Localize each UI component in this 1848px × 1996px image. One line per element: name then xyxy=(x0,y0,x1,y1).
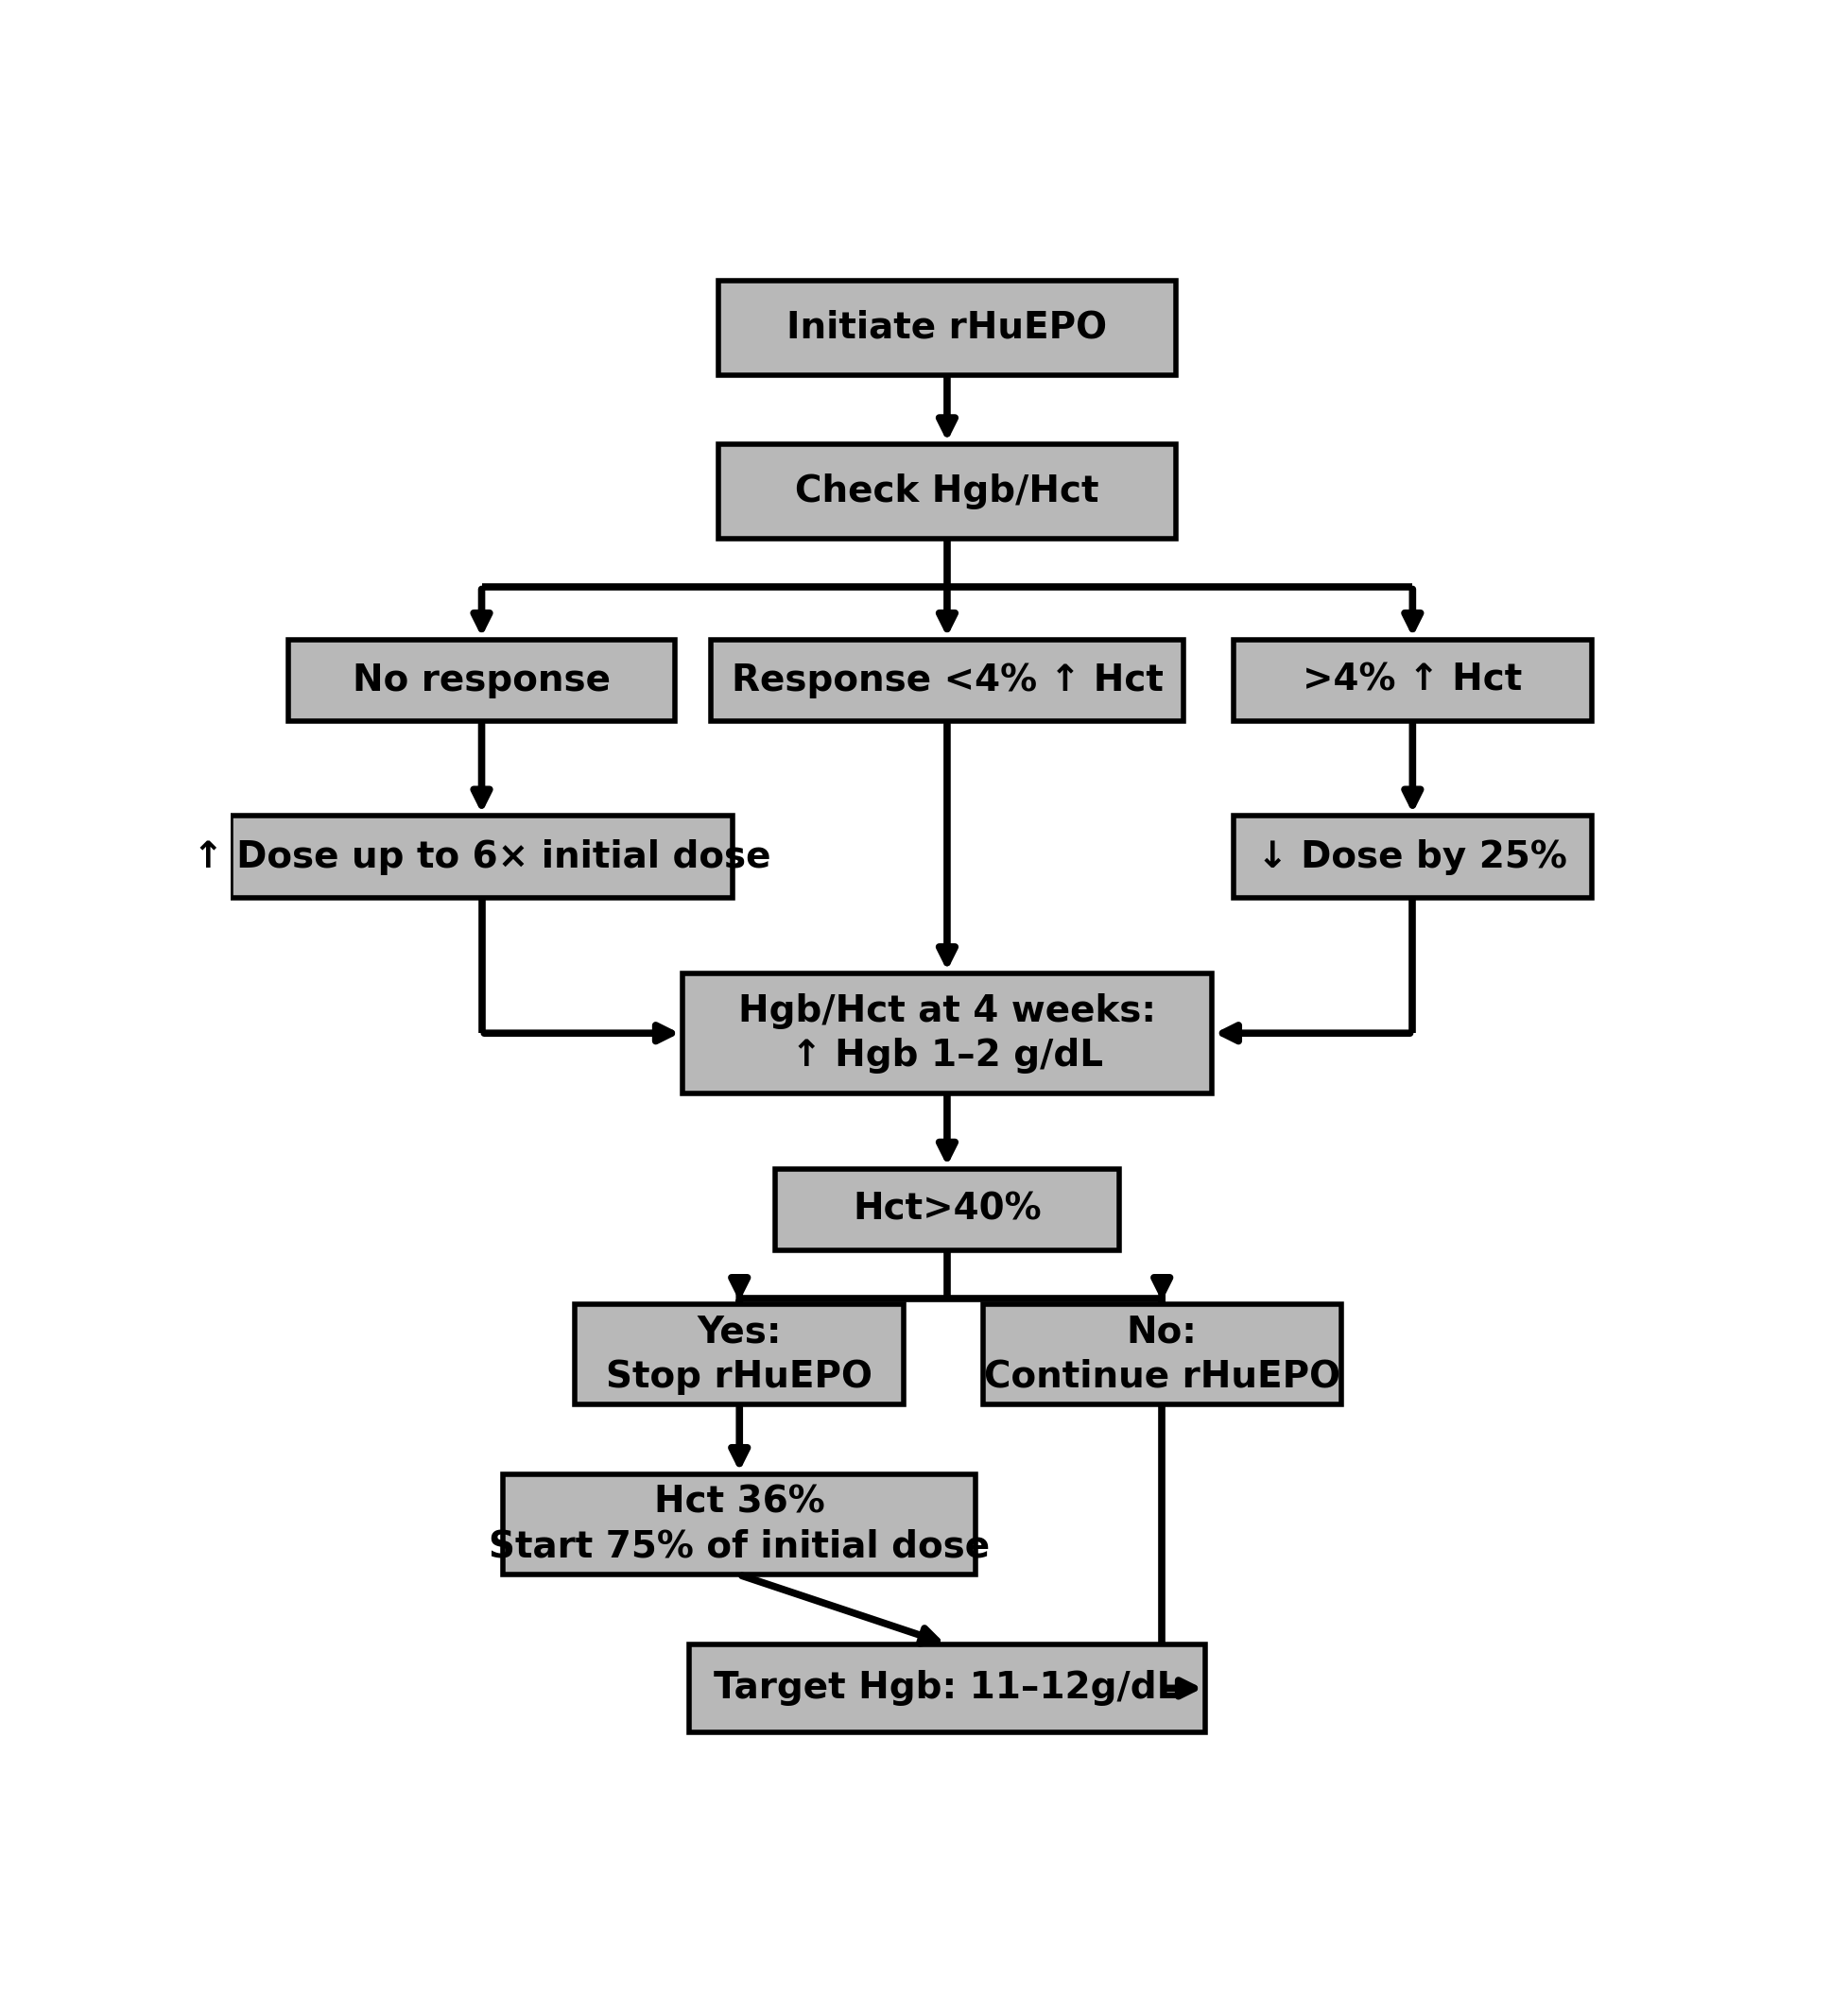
FancyBboxPatch shape xyxy=(1233,816,1591,898)
FancyBboxPatch shape xyxy=(575,1303,904,1405)
Text: Hct 36%
Start 75% of initial dose: Hct 36% Start 75% of initial dose xyxy=(490,1485,991,1565)
Text: Hct>40%: Hct>40% xyxy=(852,1192,1042,1228)
FancyBboxPatch shape xyxy=(717,445,1175,539)
Text: No:
Continue rHuEPO: No: Continue rHuEPO xyxy=(983,1313,1340,1395)
FancyBboxPatch shape xyxy=(231,816,732,898)
FancyBboxPatch shape xyxy=(711,639,1183,721)
Text: Hgb/Hct at 4 weeks:
↑ Hgb 1–2 g/dL: Hgb/Hct at 4 weeks: ↑ Hgb 1–2 g/dL xyxy=(737,992,1157,1074)
Text: Check Hgb/Hct: Check Hgb/Hct xyxy=(795,473,1100,509)
Text: Yes:
Stop rHuEPO: Yes: Stop rHuEPO xyxy=(606,1313,872,1395)
Text: Target Hgb: 11–12g/dL: Target Hgb: 11–12g/dL xyxy=(713,1671,1181,1707)
FancyBboxPatch shape xyxy=(717,281,1175,375)
Text: >4% ↑ Hct: >4% ↑ Hct xyxy=(1303,663,1523,699)
Text: Response <4% ↑ Hct: Response <4% ↑ Hct xyxy=(732,663,1162,699)
FancyBboxPatch shape xyxy=(776,1168,1118,1249)
Text: No response: No response xyxy=(353,663,610,699)
FancyBboxPatch shape xyxy=(689,1645,1205,1733)
FancyBboxPatch shape xyxy=(682,974,1212,1094)
FancyBboxPatch shape xyxy=(983,1303,1342,1405)
FancyBboxPatch shape xyxy=(288,639,675,721)
FancyBboxPatch shape xyxy=(1233,639,1591,721)
Text: ↑ Dose up to 6× initial dose: ↑ Dose up to 6× initial dose xyxy=(192,838,771,874)
FancyBboxPatch shape xyxy=(503,1475,976,1575)
Text: ↓ Dose by 25%: ↓ Dose by 25% xyxy=(1258,838,1567,874)
Text: Initiate rHuEPO: Initiate rHuEPO xyxy=(787,309,1107,345)
